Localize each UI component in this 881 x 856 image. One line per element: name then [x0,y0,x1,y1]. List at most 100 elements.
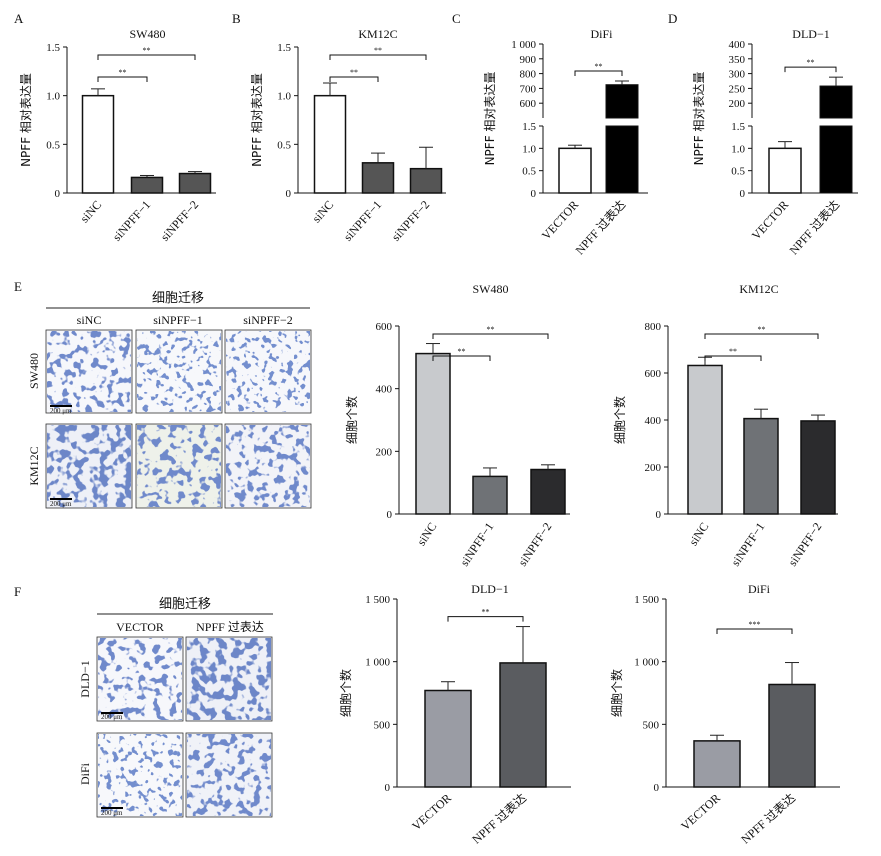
panel-f-header: 细胞迁移 [159,596,211,611]
y-tick-label: 1.0 [46,91,60,103]
significance-stars: ** [482,608,490,617]
panel-e-col-sinc: siNC [77,313,102,327]
significance-bracket [784,66,837,73]
y-axis-label: NPFF 相对表达量 [692,72,706,166]
chart-e-km12c-migration: KM12C 细胞个数 0 200 400 600 800 siNC siNPFF−1 siNPFF… [612,282,838,569]
y-axis-label: 细胞个数 [338,669,353,717]
x-tick-label: siNC [309,198,336,226]
significance-bracket [574,70,623,76]
x-tick-label: VECTOR [678,791,723,833]
y-tick-label: 200 [645,462,662,474]
panel-f-row-dld1: DLD−1 [78,660,92,697]
micrograph-difi-npff-stain [187,734,271,816]
y-axis-label: NPFF 相对表达量 [250,73,264,167]
significance-bracket [432,355,491,361]
bar [768,683,816,788]
bar [743,417,779,515]
bar [409,167,443,194]
chart-title: DLD−1 [792,27,829,41]
scale-label-difi: 200 μm [101,809,123,817]
chart-title: KM12C [739,282,778,296]
x-tick-label: siNPFF−2 [515,520,554,569]
scale-label-dld1: 200 μm [101,713,123,721]
panel-e-micrographs: 细胞迁移 siNC siNPFF−1 siNPFF−2 SW480 KM12C … [27,290,312,509]
bar [415,352,451,515]
bar [558,147,592,194]
panel-letter-b: B [232,11,241,26]
x-tick-label: siNPFF−1 [457,520,496,569]
y-tick-label: 1.5 [46,42,60,54]
micrograph-dld1-vector-stain [98,638,182,720]
micrograph-sw480-sinc-stain [47,331,131,412]
x-tick-label: siNPFF−1 [341,198,385,244]
micrograph-km12c-sinpff2-stain [226,425,310,507]
x-tick-label: VECTOR [539,198,581,243]
y-tick-label: 0 [387,509,393,521]
chart-title: SW480 [473,282,509,296]
scale-label-sw480: 200 μm [50,407,72,415]
chart-title: KM12C [358,27,397,41]
significance-bracket [97,76,148,82]
y-tick-label: 1 500 [634,594,659,606]
chart-title: DiFi [748,582,771,596]
y-tick-label: 0 [654,782,660,794]
bar-upper [819,85,853,119]
significance-bracket [447,616,524,622]
panel-e-row-sw480: SW480 [27,353,41,389]
y-tick-label: 1.5 [522,121,536,133]
bar [472,475,508,515]
panel-e-header: 细胞迁移 [152,290,204,305]
y-tick-label: 1.0 [522,143,536,155]
micrograph-difi-vector-stain [98,734,182,816]
chart-d-dld1-expression: DLD−1 NPFF 相对表达量 0 0.5 1.0 1.5 200 250 300 350 400… [692,27,858,257]
y-tick-label: 500 [643,719,660,731]
significance-bracket [704,355,762,361]
y-tick-label: 0 [55,188,61,200]
bar [768,147,802,194]
y-tick-label: 1 500 [365,594,390,606]
y-tick-label: 1 000 [365,657,390,669]
panel-letter-a: A [14,11,24,26]
bar [687,364,723,515]
chart-f-dld1-migration: DLD−1 细胞个数 0 500 1 000 1 500 VECTOR NPFF 过表达 ** [338,582,571,847]
panel-letter-f: F [14,584,21,599]
bar [178,172,212,194]
chart-e-sw480-migration: SW480 细胞个数 0 200 400 600 siNC siNPFF−1 siNPFF−2 *… [344,282,570,569]
x-tick-label: NPFF 过表达 [787,198,843,258]
y-tick-label: 0 [531,188,537,200]
bar-lower [819,125,853,194]
y-tick-label: 500 [374,719,391,731]
chart-title: SW480 [130,27,166,41]
bar [499,662,547,788]
significance-stars: ** [458,347,466,356]
panel-e-row-km12c: KM12C [27,446,41,485]
panel-f-row-difi: DiFi [78,762,92,785]
micrograph-dld1-npff-stain [187,638,271,720]
significance-bracket [329,76,379,82]
chart-title: DiFi [590,27,613,41]
x-tick-label: siNPFF−1 [728,520,767,569]
chart-c-difi-expression: DiFi NPFF 相对表达量 0 0.5 1.0 1.5 600 700 800 900 1 00… [483,27,648,257]
bar [130,176,164,194]
y-tick-label: 0.5 [731,166,745,178]
significance-bracket [432,333,549,339]
x-tick-label: VECTOR [409,791,454,833]
y-tick-label: 0 [286,188,292,200]
chart-a-sw480-expression: SW480 NPFF 相对表达量 0 0.5 1.0 1.5 siNC siNPFF−1 siN… [19,27,216,244]
x-tick-label: siNPFF−2 [785,520,824,569]
x-tick-label: siNC [414,520,439,548]
y-tick-label: 700 [520,83,537,95]
x-tick-label: NPFF 过表达 [573,198,629,258]
x-tick-label: NPFF 过表达 [469,791,529,847]
y-tick-label: 1.5 [731,121,745,133]
y-axis-label: 细胞个数 [344,396,359,444]
y-axis-label: 细胞个数 [609,669,624,717]
y-tick-label: 800 [520,69,537,81]
panel-f-col-vector: VECTOR [116,620,164,634]
micrograph-sw480-sinpff2-stain [226,331,310,412]
y-tick-label: 0 [656,509,662,521]
significance-stars: ** [487,325,495,334]
panel-e-col-sinpff2: siNPFF−2 [243,313,292,327]
micrograph-km12c-sinpff1-stain [137,425,221,507]
y-tick-label: 400 [376,384,393,396]
